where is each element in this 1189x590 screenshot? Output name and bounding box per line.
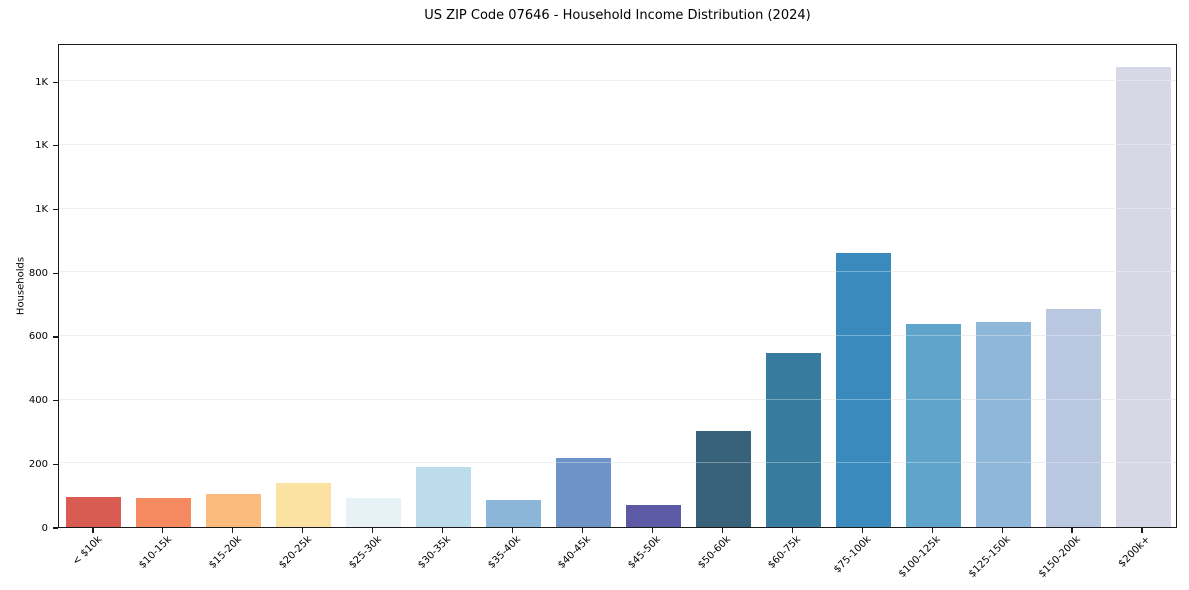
x-tick bbox=[1141, 528, 1143, 533]
gridline-overlay bbox=[59, 143, 1176, 145]
x-tick bbox=[442, 528, 444, 533]
bar-60-75k bbox=[765, 353, 821, 527]
x-tick bbox=[721, 528, 723, 533]
x-tick bbox=[511, 528, 514, 533]
bar-100-125k bbox=[905, 324, 961, 527]
chart-title: US ZIP Code 07646 - Household Income Dis… bbox=[424, 8, 811, 23]
bar-25-30k bbox=[346, 497, 402, 527]
bar-45-50k bbox=[625, 505, 681, 527]
x-tick-label-50-60k: $50-60k bbox=[696, 534, 734, 571]
gridline bbox=[59, 80, 1176, 82]
y-tick bbox=[53, 527, 58, 529]
x-tick bbox=[302, 528, 304, 533]
gridline-overlay bbox=[59, 271, 1176, 273]
y-tick bbox=[53, 400, 58, 402]
x-tick bbox=[581, 528, 584, 533]
bar-125-150k bbox=[975, 321, 1031, 527]
gridline bbox=[59, 143, 1176, 145]
bar-10k bbox=[66, 497, 122, 527]
x-tick-label-75-100k: $75-100k bbox=[831, 534, 874, 576]
y-tick bbox=[53, 145, 58, 147]
x-tick bbox=[861, 528, 863, 533]
gridline bbox=[59, 271, 1176, 273]
x-tick-label-35-40k: $35-40k bbox=[486, 534, 524, 571]
x-tick bbox=[651, 528, 654, 533]
gridline-overlay bbox=[59, 334, 1176, 336]
y-tick bbox=[53, 463, 58, 465]
x-tick-label-150-200k: $150-200k bbox=[1036, 534, 1083, 580]
x-tick bbox=[1001, 528, 1003, 533]
y-tick-label: 800 bbox=[28, 267, 48, 279]
y-tick bbox=[53, 81, 58, 83]
bar-35-40k bbox=[486, 500, 542, 527]
gridline bbox=[59, 462, 1176, 464]
gridline-overlay bbox=[59, 462, 1176, 464]
gridline-overlay bbox=[59, 80, 1176, 82]
x-tick-label-100-125k: $100-125k bbox=[897, 534, 943, 580]
bar-20-25k bbox=[276, 483, 332, 527]
bar-200k bbox=[1115, 66, 1171, 527]
x-tick-label-15-20k: $15-20k bbox=[206, 534, 244, 571]
y-tick-label: 1K bbox=[35, 140, 48, 152]
x-tick-label-125-150k: $125-150k bbox=[967, 534, 1013, 580]
y-tick-label: 0 bbox=[41, 522, 48, 534]
gridline bbox=[59, 398, 1176, 400]
x-tick-label-60-75k: $60-75k bbox=[766, 534, 804, 571]
x-tick bbox=[92, 528, 94, 533]
y-axis-label: Households bbox=[15, 256, 27, 316]
x-tick-label-25-30k: $25-30k bbox=[346, 534, 384, 571]
y-tick-label: 1K bbox=[35, 76, 48, 88]
x-tick bbox=[791, 528, 793, 533]
y-tick bbox=[53, 208, 58, 211]
y-tick-label: 200 bbox=[28, 458, 48, 470]
y-tick-label: 400 bbox=[28, 395, 48, 407]
x-tick bbox=[162, 528, 164, 533]
x-tick-label-30-35k: $30-35k bbox=[416, 534, 454, 571]
bar-40-45k bbox=[556, 457, 612, 527]
gridline-overlay bbox=[59, 398, 1176, 400]
x-tick bbox=[1071, 528, 1073, 533]
gridline-overlay bbox=[59, 207, 1176, 209]
bar-10-15k bbox=[136, 498, 192, 527]
x-tick-label-10k: < $10k bbox=[70, 534, 104, 568]
bar-30-35k bbox=[416, 466, 472, 527]
bar-15-20k bbox=[206, 494, 262, 527]
y-tick bbox=[53, 336, 58, 338]
x-tick-label-200k: $200k+ bbox=[1117, 534, 1153, 570]
x-tick bbox=[372, 528, 374, 533]
bar-50-60k bbox=[695, 430, 751, 527]
plot-area bbox=[58, 44, 1177, 528]
bar-150-200k bbox=[1045, 308, 1101, 527]
x-tick-label-45-50k: $45-50k bbox=[626, 534, 664, 571]
x-tick-label-40-45k: $40-45k bbox=[556, 534, 594, 571]
y-tick-label: 1K bbox=[35, 204, 48, 216]
x-tick-label-20-25k: $20-25k bbox=[276, 534, 314, 571]
x-tick bbox=[232, 528, 234, 533]
y-tick-label: 600 bbox=[28, 331, 48, 343]
gridline bbox=[59, 207, 1176, 209]
x-tick-label-10-15k: $10-15k bbox=[136, 534, 174, 571]
y-tick bbox=[53, 272, 58, 274]
gridline bbox=[59, 334, 1176, 336]
x-tick bbox=[931, 528, 933, 533]
bar-75-100k bbox=[835, 252, 891, 527]
